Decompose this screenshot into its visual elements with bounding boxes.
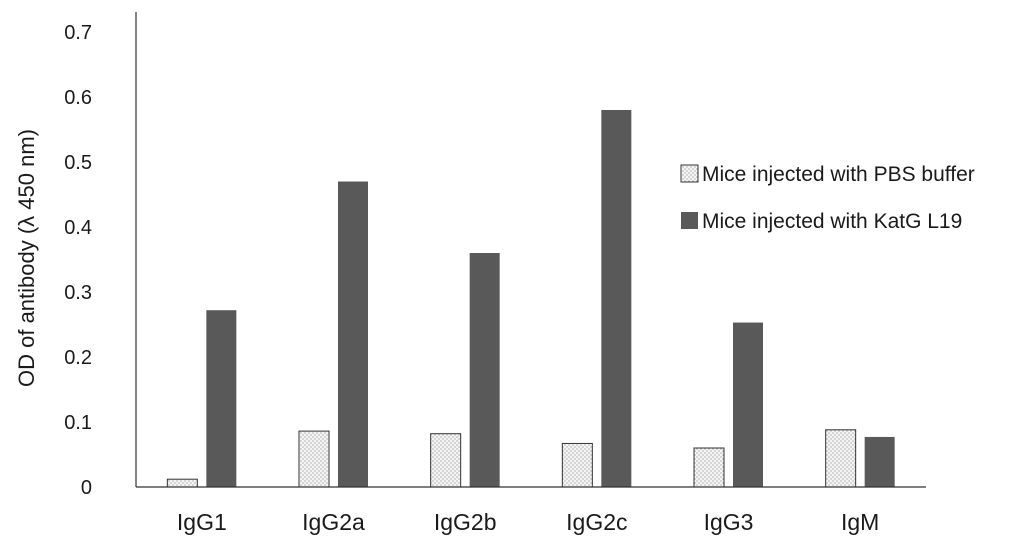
bar-pbs xyxy=(693,447,725,488)
bar-pbs xyxy=(430,433,462,488)
bar-katg xyxy=(601,110,632,487)
y-axis-title: OD of antibody (λ 450 nm) xyxy=(14,129,39,387)
y-tick-label: 0.1 xyxy=(64,412,92,434)
y-tick-label: 0.4 xyxy=(64,217,92,239)
bar-katg xyxy=(206,310,237,487)
x-category-label: IgG2c xyxy=(566,509,627,535)
x-axis-categories: IgG1 IgG2a IgG2b IgG2c IgG3 IgM xyxy=(177,509,879,535)
bar-pbs xyxy=(825,429,857,488)
x-category-label: IgG1 xyxy=(177,509,227,535)
y-tick-label: 0.2 xyxy=(64,347,92,369)
bar-katg xyxy=(733,322,763,487)
y-tick-label: 0 xyxy=(81,477,92,499)
bar-katg xyxy=(864,436,895,487)
y-tick-label: 0.3 xyxy=(64,282,92,304)
x-category-label: IgM xyxy=(841,509,879,535)
legend-swatch-pbs xyxy=(680,164,699,183)
legend-swatch-katg xyxy=(681,212,698,229)
bar-pbs xyxy=(561,442,593,488)
legend-label-katg: Mice injected with KatG L19 xyxy=(702,210,962,233)
y-tick-label: 0.7 xyxy=(64,22,92,44)
y-axis-ticks: 0 0.1 0.2 0.3 0.4 0.5 0.6 0.7 xyxy=(64,22,92,499)
y-tick-label: 0.6 xyxy=(64,87,92,109)
bar-pbs xyxy=(166,478,198,488)
x-category-label: IgG3 xyxy=(704,509,754,535)
bars xyxy=(166,110,895,488)
bar-pbs xyxy=(298,430,330,488)
bar-katg xyxy=(338,181,368,487)
bar-katg xyxy=(469,253,500,487)
x-category-label: IgG2a xyxy=(302,509,365,535)
y-tick-label: 0.5 xyxy=(64,152,92,174)
legend: Mice injected with PBS buffer Mice inject… xyxy=(680,163,975,233)
x-category-label: IgG2b xyxy=(434,509,497,535)
legend-label-pbs: Mice injected with PBS buffer xyxy=(702,163,975,186)
